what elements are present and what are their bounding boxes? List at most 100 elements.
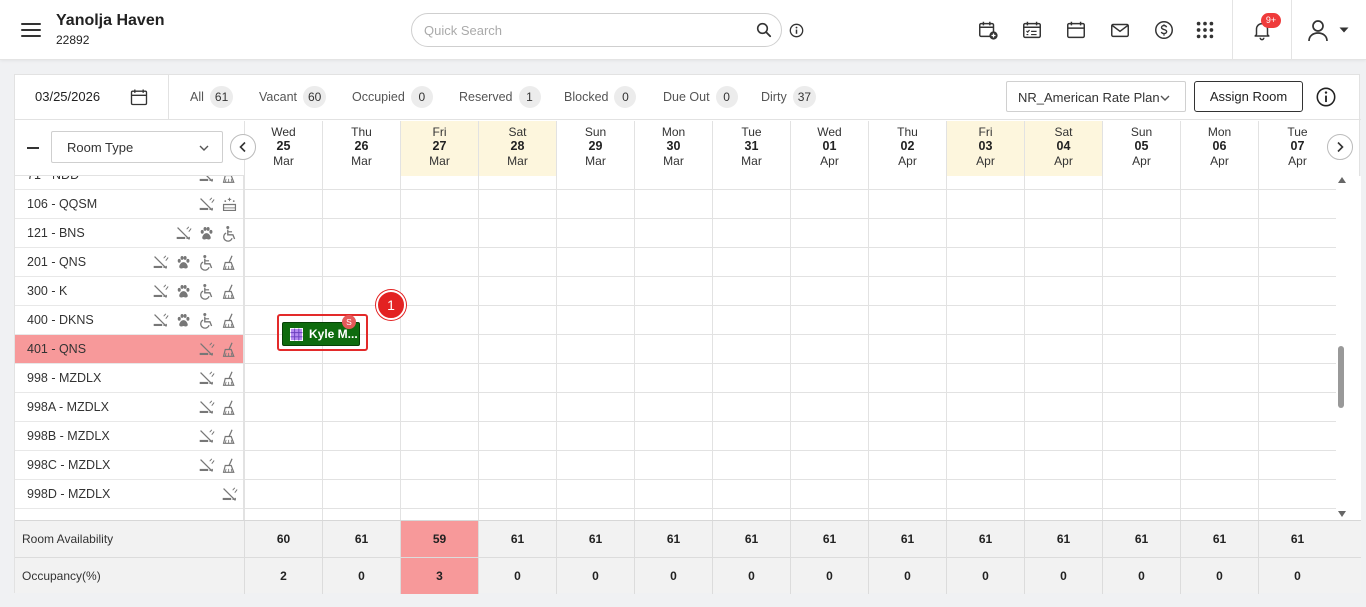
grid-column-line bbox=[244, 176, 245, 520]
no-smoking-icon bbox=[175, 225, 192, 242]
filter-chip-occupied[interactable]: Occupied 0 bbox=[352, 85, 433, 109]
grid-column-line bbox=[790, 176, 791, 520]
grid-column-line bbox=[1180, 176, 1181, 520]
month-label: Apr bbox=[976, 154, 995, 168]
grid-row-line bbox=[244, 334, 1336, 335]
checklist-calendar-icon[interactable] bbox=[1021, 19, 1043, 41]
day-of-week: Sat bbox=[508, 125, 527, 139]
filter-chip-reserved[interactable]: Reserved 1 bbox=[459, 85, 541, 109]
top-navigation-bar: Yanolja Haven 22892 9+ bbox=[0, 0, 1366, 60]
filter-chip-due-out[interactable]: Due Out 0 bbox=[663, 85, 738, 109]
room-list: 71 - NDD 106 - QQSM 121 - BNS 201 - QNS 300 … bbox=[15, 176, 244, 520]
room-row[interactable]: 998A - MZDLX bbox=[15, 393, 243, 422]
hamburger-menu-icon[interactable] bbox=[19, 18, 43, 42]
scroll-down-arrow-icon[interactable] bbox=[1338, 511, 1346, 517]
booking-grid[interactable] bbox=[244, 176, 1336, 520]
dollar-icon[interactable] bbox=[1153, 19, 1175, 41]
room-amenity-icons bbox=[152, 283, 238, 300]
month-label: Mar bbox=[429, 154, 450, 168]
occupancy-cell: 0 bbox=[1258, 558, 1336, 594]
housekeeping-icon bbox=[221, 283, 238, 300]
search-icon[interactable] bbox=[756, 22, 772, 38]
room-row[interactable]: 300 - K bbox=[15, 277, 243, 306]
mail-icon[interactable] bbox=[1109, 19, 1131, 41]
housekeeping-icon bbox=[221, 399, 238, 416]
scroll-up-arrow-icon[interactable] bbox=[1338, 177, 1346, 183]
new-reservation-icon[interactable] bbox=[977, 19, 999, 41]
room-name: 401 - QNS bbox=[27, 342, 87, 356]
current-date[interactable]: 03/25/2026 bbox=[35, 89, 101, 104]
date-column-header: Thu 02 Apr bbox=[868, 121, 946, 176]
grid-column-line bbox=[1102, 176, 1103, 520]
housekeeping-icon bbox=[221, 370, 238, 387]
rate-plan-value: NR_American Rate Plan bbox=[1018, 90, 1160, 105]
apps-grid-icon[interactable] bbox=[1194, 19, 1216, 41]
room-row[interactable]: 400 - DKNS bbox=[15, 306, 243, 335]
room-row[interactable]: 998B - MZDLX bbox=[15, 422, 243, 451]
day-of-week: Tue bbox=[741, 125, 762, 139]
user-profile-icon[interactable] bbox=[1306, 18, 1330, 42]
day-of-week: Mon bbox=[661, 125, 686, 139]
filter-chip-label: Blocked bbox=[564, 90, 609, 104]
accessible-icon bbox=[198, 283, 215, 300]
calendar-icon[interactable] bbox=[1065, 19, 1087, 41]
previous-dates-button[interactable] bbox=[230, 134, 256, 160]
grid-column-line bbox=[478, 176, 479, 520]
day-of-week: Sun bbox=[584, 125, 607, 139]
day-number: 06 bbox=[1212, 139, 1227, 153]
room-row[interactable]: 106 - QQSM bbox=[15, 190, 243, 219]
filter-chip-count: 0 bbox=[715, 86, 738, 108]
filter-chip-all[interactable]: All 61 bbox=[190, 85, 234, 109]
room-row[interactable]: 401 - QNS bbox=[15, 335, 243, 364]
room-type-label: Room Type bbox=[67, 140, 134, 155]
housekeeping-icon bbox=[221, 254, 238, 271]
room-amenity-icons bbox=[221, 486, 238, 503]
room-row[interactable]: 998 - MZDLX bbox=[15, 364, 243, 393]
grid-row-line bbox=[244, 247, 1336, 248]
occupancy-cell: 0 bbox=[712, 558, 790, 594]
chevron-down-icon bbox=[199, 145, 209, 151]
room-row[interactable]: 121 - BNS bbox=[15, 219, 243, 248]
room-row[interactable]: 201 - QNS bbox=[15, 248, 243, 277]
availability-cell: 61 bbox=[712, 521, 790, 557]
room-name: 71 - NDD bbox=[27, 176, 79, 182]
day-of-week: Wed bbox=[271, 125, 296, 139]
date-column-header: Sat 04 Apr bbox=[1024, 121, 1102, 176]
no-smoking-icon bbox=[198, 428, 215, 445]
day-number: 03 bbox=[978, 139, 993, 153]
profile-dropdown-caret-icon[interactable] bbox=[1338, 24, 1350, 36]
grid-row-line bbox=[244, 305, 1336, 306]
grid-column-line bbox=[322, 176, 323, 520]
availability-cell: 61 bbox=[1180, 521, 1258, 557]
room-type-dropdown[interactable]: Room Type bbox=[51, 131, 223, 163]
date-picker-calendar-icon[interactable] bbox=[129, 87, 149, 107]
info-icon[interactable] bbox=[1315, 86, 1337, 108]
month-label: Apr bbox=[1132, 154, 1151, 168]
occupancy-cell: 0 bbox=[556, 558, 634, 594]
filter-chip-vacant[interactable]: Vacant 60 bbox=[259, 85, 327, 109]
grid-column-line bbox=[1258, 176, 1259, 520]
room-name: 106 - QQSM bbox=[27, 197, 98, 211]
scrollbar-thumb[interactable] bbox=[1338, 346, 1344, 408]
assign-room-button[interactable]: Assign Room bbox=[1194, 81, 1303, 112]
filter-chip-blocked[interactable]: Blocked 0 bbox=[564, 85, 637, 109]
date-column-header: Fri 03 Apr bbox=[946, 121, 1024, 176]
filter-chip-dirty[interactable]: Dirty 37 bbox=[761, 85, 817, 109]
search-info-icon[interactable] bbox=[789, 23, 804, 38]
date-column-header: Tue 07 Apr bbox=[1258, 121, 1336, 176]
room-row[interactable]: 71 - NDD bbox=[15, 176, 243, 190]
room-row[interactable]: 998D - MZDLX bbox=[15, 480, 243, 509]
guest-name: Kyle M... bbox=[309, 327, 358, 341]
quick-search-box bbox=[411, 13, 782, 47]
next-dates-button[interactable] bbox=[1327, 134, 1353, 160]
quick-search-input[interactable] bbox=[424, 14, 744, 46]
collapse-minus-icon[interactable] bbox=[27, 147, 39, 149]
room-amenity-icons bbox=[198, 341, 238, 358]
toolbar-divider bbox=[1232, 0, 1233, 60]
month-label: Mar bbox=[507, 154, 528, 168]
room-row[interactable]: 998C - MZDLX bbox=[15, 451, 243, 480]
rate-plan-dropdown[interactable]: NR_American Rate Plan bbox=[1006, 81, 1186, 112]
no-smoking-icon bbox=[198, 399, 215, 416]
filter-chip-label: All bbox=[190, 90, 204, 104]
pet-icon bbox=[175, 254, 192, 271]
